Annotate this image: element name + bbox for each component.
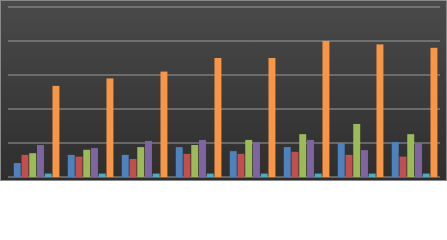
bar: [199, 139, 206, 177]
bar: [268, 58, 276, 177]
bar: [129, 158, 137, 177]
bar: [337, 143, 345, 177]
bar: [345, 154, 353, 177]
bar: [52, 85, 60, 177]
bar: [229, 151, 237, 177]
bar: [191, 145, 199, 177]
bar: [391, 141, 399, 177]
bar: [399, 156, 407, 177]
bar: [283, 147, 291, 177]
bar: [145, 140, 152, 177]
bar: [206, 173, 214, 177]
bar: [183, 153, 191, 177]
bar: [407, 134, 415, 177]
bar: [91, 148, 98, 177]
bar: [314, 173, 322, 177]
bar: [37, 145, 44, 177]
bar: [322, 41, 330, 177]
bar: [106, 78, 114, 177]
bar: [13, 163, 21, 177]
bar: [152, 173, 160, 177]
bar: [21, 154, 29, 177]
bar: [121, 154, 129, 177]
bar: [430, 47, 438, 177]
bar: [376, 44, 384, 178]
bar: [175, 147, 183, 177]
bar: [422, 173, 430, 177]
bar: [67, 154, 75, 177]
bar: [29, 153, 37, 177]
chart-background: [0, 0, 447, 181]
bar: [307, 139, 314, 177]
bar: [98, 173, 106, 177]
bar: [361, 150, 368, 177]
chart: [0, 0, 447, 181]
bar: [214, 58, 222, 177]
bar: [237, 153, 245, 177]
bar: [253, 141, 260, 177]
bar: [75, 156, 83, 177]
bar: [260, 173, 268, 177]
bar: [160, 71, 168, 177]
bar: [415, 143, 422, 177]
bar: [299, 134, 307, 177]
bar: [137, 147, 145, 177]
bar: [44, 173, 52, 177]
bar: [368, 173, 376, 177]
bar: [83, 149, 91, 177]
bar: [291, 151, 299, 177]
bar: [353, 123, 361, 177]
bar: [245, 139, 253, 177]
